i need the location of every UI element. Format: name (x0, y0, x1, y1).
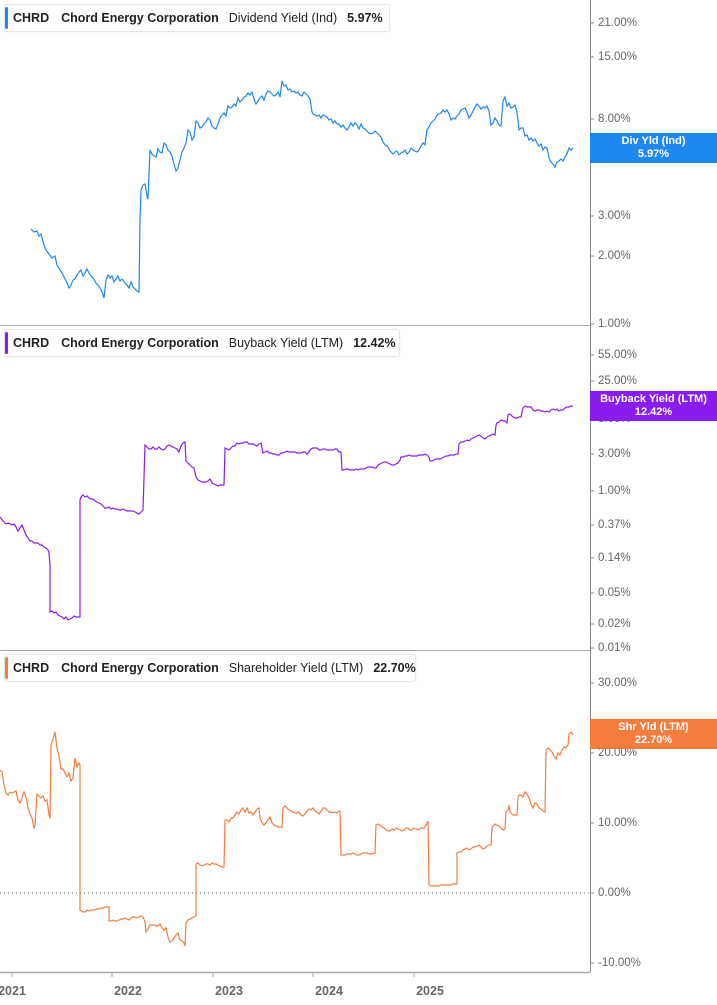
legend-ticker: CHRD (13, 336, 50, 350)
x-tick-label: 2023 (215, 984, 243, 998)
y-tick-label: 3.00% (598, 448, 631, 460)
legend-ticker: CHRD (13, 661, 50, 675)
buyback-yield-line (0, 405, 573, 621)
legend-metric: Buyback Yield (LTM) (228, 336, 344, 350)
y-tick-label: 2.00% (598, 250, 631, 262)
legend-metric: Shareholder Yield (LTM) (228, 661, 364, 675)
y-tick-label: 1.00% (598, 318, 631, 330)
shareholder-yield-value-tag: Shr Yld (LTM) 22.70% (590, 719, 717, 749)
y-tick-label: -10.00% (598, 957, 641, 969)
y-tick-label: 0.01% (598, 642, 631, 654)
y-tick-label: 30.00% (598, 677, 638, 689)
x-tick-label: 2021 (0, 984, 26, 998)
tag-label: Shr Yld (LTM) (618, 721, 689, 733)
series-color-bar (5, 657, 8, 679)
x-tick-label: 2025 (416, 984, 444, 998)
legend-company: Chord Energy Corporation (61, 11, 219, 25)
series-color-bar (5, 7, 8, 29)
legend-company: Chord Energy Corporation (61, 336, 219, 350)
shareholder-yield-panel: CHRD Chord Energy Corporation Shareholde… (0, 650, 717, 972)
dividend-yield-panel: CHRD Chord Energy Corporation Dividend Y… (0, 0, 717, 330)
buyback-yield-value-tag: Buyback Yield (LTM) 12.42% (590, 391, 717, 421)
dividend-yield-legend: CHRD Chord Energy Corporation Dividend Y… (4, 4, 390, 32)
legend-metric: Dividend Yield (Ind) (228, 11, 338, 25)
y-tick-label: 10.00% (598, 817, 638, 829)
x-tick-label: 2022 (114, 984, 142, 998)
shareholder-yield-line (0, 731, 574, 947)
buyback-yield-legend: CHRD Chord Energy Corporation Buyback Yi… (4, 329, 400, 357)
tag-value: 5.97% (637, 148, 670, 160)
y-tick-label: 15.00% (598, 51, 638, 63)
y-tick-label: 0.37% (598, 519, 631, 531)
y-tick-label: 0.14% (598, 552, 631, 564)
y-tick-label: 0.05% (598, 587, 631, 599)
y-tick-label: 20.00% (598, 747, 638, 759)
dividend-yield-value-tag: Div Yld (Ind) 5.97% (590, 133, 717, 163)
y-tick-label: 0.02% (598, 618, 631, 630)
x-tick-label: 2024 (315, 984, 343, 998)
shareholder-yield-legend: CHRD Chord Energy Corporation Shareholde… (4, 654, 416, 682)
y-tick-label: 21.00% (598, 17, 638, 29)
legend-company: Chord Energy Corporation (61, 661, 219, 675)
tag-label: Div Yld (Ind) (621, 135, 686, 147)
dividend-yield-line (30, 80, 574, 299)
tag-value: 22.70% (634, 734, 673, 746)
y-tick-label: 0.00% (598, 887, 631, 899)
legend-value: 12.42% (353, 336, 396, 350)
legend-ticker: CHRD (13, 11, 50, 25)
series-color-bar (5, 332, 8, 354)
x-axis-ticks (11, 972, 415, 977)
legend-value: 5.97% (347, 11, 383, 25)
buyback-yield-panel: CHRD Chord Energy Corporation Buyback Yi… (0, 325, 717, 650)
tag-value: 12.42% (634, 406, 673, 418)
y-tick-label: 8.00% (598, 113, 631, 125)
y-tick-label: 3.00% (598, 210, 631, 222)
y-tick-label: 25.00% (598, 375, 638, 387)
legend-value: 22.70% (373, 661, 416, 675)
y-tick-label: 55.00% (598, 349, 638, 361)
tag-label: Buyback Yield (LTM) (600, 393, 707, 405)
y-tick-label: 1.00% (598, 485, 631, 497)
